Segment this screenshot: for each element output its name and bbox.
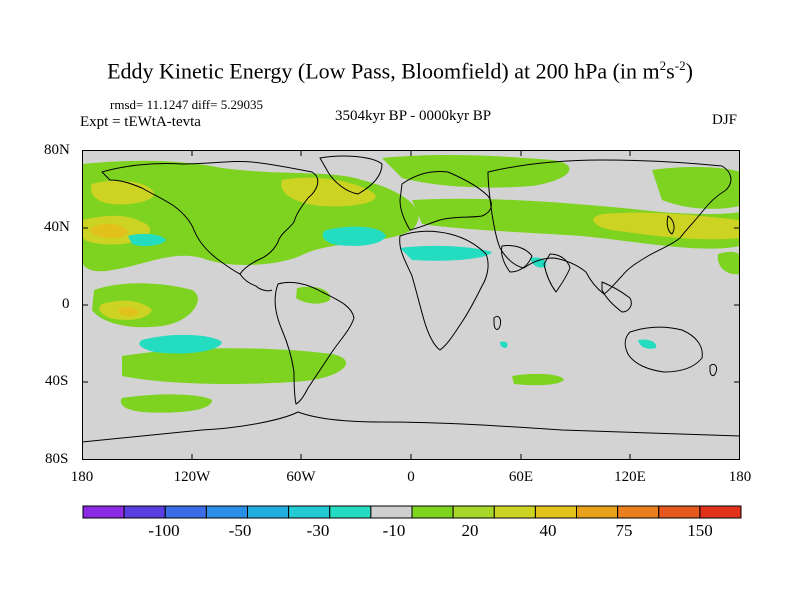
map-plot bbox=[82, 150, 740, 460]
anomaly-negative-region bbox=[400, 245, 492, 261]
anomaly-fields bbox=[82, 154, 740, 413]
anomaly-positive-region bbox=[382, 154, 570, 188]
anomaly-negative-region bbox=[638, 339, 657, 349]
colorbar-label: 150 bbox=[687, 521, 713, 540]
coastline-new-zealand bbox=[709, 363, 717, 377]
anomaly-positive-region bbox=[717, 251, 740, 275]
anomaly-positive-region bbox=[120, 394, 212, 413]
colorbar-label: 20 bbox=[461, 521, 479, 540]
anomaly-positive-region bbox=[512, 373, 564, 386]
coastlines bbox=[82, 155, 740, 443]
lon-tick-label: 60E bbox=[508, 469, 534, 485]
colorbar-swatch bbox=[329, 505, 372, 519]
colorbar-label: -30 bbox=[306, 521, 330, 540]
experiment-label: Expt = tEWtA-tevta bbox=[80, 114, 201, 130]
colorbar-label: 75 bbox=[615, 521, 633, 540]
colorbar-label: -10 bbox=[382, 521, 406, 540]
lon-tick-label: 120E bbox=[614, 469, 646, 485]
lon-tick-label: 180 bbox=[70, 469, 94, 485]
colorbar-swatch bbox=[493, 505, 536, 519]
anomaly-strong-region bbox=[281, 177, 376, 207]
coastline-south-america bbox=[274, 281, 355, 405]
rmsd-label: rmsd= 11.1247 diff= 5.29035 bbox=[110, 97, 263, 112]
colorbar-swatch bbox=[452, 505, 495, 519]
lat-tick-label: 40N bbox=[44, 219, 70, 235]
coastline-madagascar bbox=[493, 315, 501, 330]
coastline-australia bbox=[624, 326, 703, 373]
colorbar-swatch bbox=[411, 505, 454, 519]
lon-tick-label: 180 bbox=[728, 469, 752, 485]
colorbar-swatch bbox=[247, 505, 290, 519]
season-label: DJF bbox=[712, 112, 738, 128]
anomaly-positive-region bbox=[122, 348, 347, 384]
anomaly-strong-region bbox=[118, 307, 138, 317]
axis-ticks bbox=[82, 150, 740, 460]
colorbar-swatch bbox=[205, 505, 249, 519]
lat-tick-label: 40S bbox=[45, 373, 69, 389]
colorbar bbox=[82, 505, 742, 519]
lon-tick-label: 120W bbox=[173, 469, 211, 485]
coastline-asia bbox=[487, 159, 732, 295]
lat-tick-label: 80S bbox=[45, 451, 69, 467]
colorbar-swatch bbox=[82, 505, 125, 519]
anomaly-negative-region bbox=[500, 341, 508, 348]
colorbar-swatch bbox=[123, 505, 166, 519]
colorbar-label: 40 bbox=[539, 521, 557, 540]
colorbar-label: -50 bbox=[228, 521, 252, 540]
anomaly-negative-region bbox=[322, 226, 386, 246]
colorbar-swatch bbox=[617, 505, 660, 519]
colorbar-swatch bbox=[164, 505, 207, 519]
anomaly-strong-region bbox=[593, 212, 740, 240]
coastline-arabia bbox=[501, 245, 533, 273]
anomaly-positive-region bbox=[412, 198, 740, 249]
anomaly-negative-region bbox=[128, 233, 166, 247]
anomaly-negative-region bbox=[530, 257, 547, 268]
coastline-india bbox=[543, 253, 571, 293]
coastline-southeast-asia bbox=[601, 281, 632, 313]
lon-tick-label: 60W bbox=[286, 469, 316, 485]
coastline-japan bbox=[666, 215, 675, 235]
anomaly-strong-region bbox=[90, 224, 128, 239]
colorbar-swatch bbox=[288, 505, 331, 519]
plot-title: Eddy Kinetic Energy (Low Pass, Bloomfiel… bbox=[107, 58, 693, 84]
coastline-europe bbox=[399, 171, 492, 231]
anomaly-positive-region bbox=[296, 286, 331, 304]
colorbar-swatch bbox=[576, 505, 619, 519]
period-label: 3504kyr BP - 0000kyr BP bbox=[334, 108, 492, 124]
colorbar-label: -100 bbox=[148, 521, 180, 540]
coastline-antarctica bbox=[82, 411, 740, 443]
colorbar-swatch bbox=[658, 505, 701, 519]
lat-tick-label: 0 bbox=[62, 296, 70, 312]
anomaly-positive-region bbox=[652, 166, 740, 209]
coastline-greenland bbox=[319, 155, 383, 195]
lat-tick-label: 80N bbox=[44, 142, 70, 158]
colorbar-swatch bbox=[534, 505, 578, 519]
lon-tick-label: 0 bbox=[407, 469, 415, 485]
colorbar-swatch bbox=[370, 505, 413, 519]
coastline-central-america bbox=[239, 273, 273, 292]
coastline-north-america bbox=[101, 160, 319, 275]
anomaly-negative-region bbox=[168, 339, 191, 349]
colorbar-swatch bbox=[699, 505, 742, 519]
coastline-africa bbox=[399, 230, 489, 351]
